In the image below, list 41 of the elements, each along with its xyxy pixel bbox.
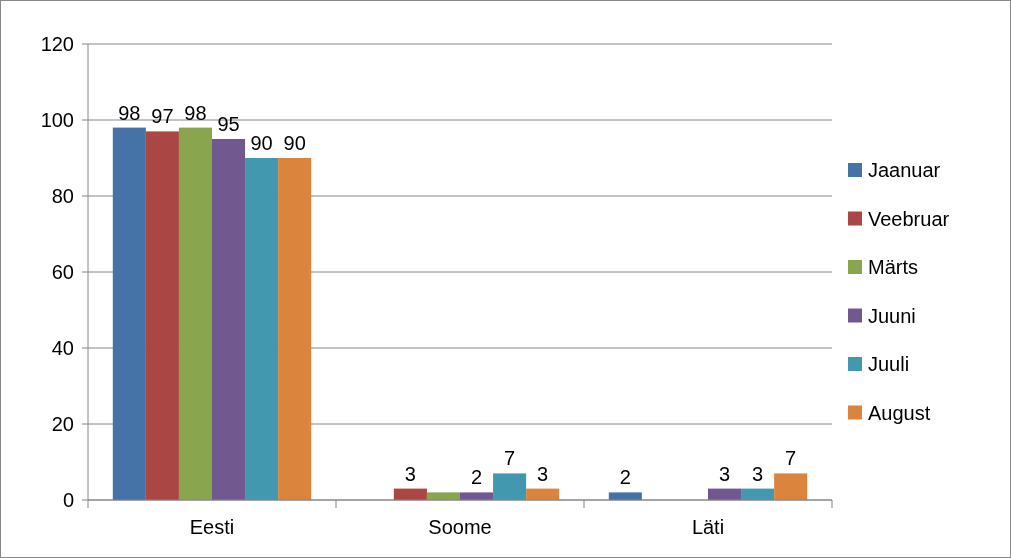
data-label: 3 xyxy=(537,462,549,485)
bar xyxy=(245,158,279,500)
y-tick-label: 80 xyxy=(51,185,74,207)
y-tick-label: 60 xyxy=(51,261,74,283)
bar xyxy=(145,131,179,500)
legend-label: Juuli xyxy=(868,353,910,375)
x-tick-label: Soome xyxy=(428,516,492,538)
data-label: 3 xyxy=(718,462,731,485)
data-label: 2 xyxy=(619,466,631,489)
bar xyxy=(493,473,527,500)
data-label: 90 xyxy=(283,132,306,154)
bar xyxy=(460,492,494,500)
data-label: 95 xyxy=(217,113,240,135)
data-label: 98 xyxy=(118,101,141,124)
bar xyxy=(278,158,312,500)
data-label: 7 xyxy=(785,447,797,470)
data-label: 2 xyxy=(470,466,483,489)
legend-label: August xyxy=(868,401,931,424)
y-tick-label: 20 xyxy=(51,413,74,435)
data-label: 3 xyxy=(404,462,416,485)
bar xyxy=(212,139,246,500)
data-label: 98 xyxy=(184,101,207,124)
x-tick-label: Eesti xyxy=(189,516,235,538)
bar xyxy=(774,473,808,500)
legend-label: Veebruar xyxy=(868,207,950,230)
y-tick-label: 40 xyxy=(51,337,74,359)
y-tick-label: 120 xyxy=(40,33,74,55)
data-label: 90 xyxy=(250,132,273,154)
data-label: 97 xyxy=(151,105,174,128)
bar xyxy=(426,492,460,500)
legend-label: Märts xyxy=(868,256,918,278)
data-label: 7 xyxy=(504,447,516,470)
bar xyxy=(112,127,146,500)
bar xyxy=(608,492,642,500)
x-tick-label: Läti xyxy=(691,516,725,538)
bar xyxy=(178,127,212,500)
y-tick-label: 100 xyxy=(40,109,74,131)
y-tick-label: 0 xyxy=(62,489,74,511)
legend-label: Juuni xyxy=(868,304,916,327)
legend-label: Jaanuar xyxy=(868,159,941,181)
data-label: 3 xyxy=(752,462,764,485)
